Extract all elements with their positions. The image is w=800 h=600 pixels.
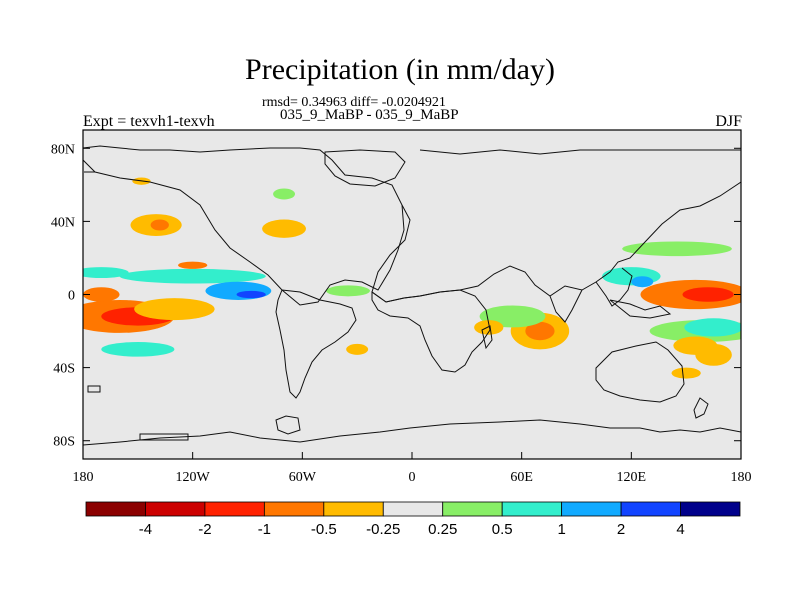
anomaly-region-18	[525, 321, 555, 341]
anomaly-region-15	[346, 343, 369, 355]
colorbar-swatch-2	[204, 501, 265, 517]
colorbar-label-9: 4	[676, 521, 684, 538]
colorbar-label-0: -4	[139, 521, 152, 538]
anomaly-region-8	[83, 267, 129, 279]
colorbar-swatch-6	[442, 501, 503, 517]
x-tick-label-4: 60E	[510, 470, 533, 485]
colorbar-label-1: -2	[198, 521, 211, 538]
anomaly-region-16	[326, 285, 370, 297]
coastlines	[83, 145, 741, 446]
anomaly-region-30	[684, 318, 741, 337]
anomaly-region-2	[134, 298, 215, 321]
map-background	[83, 130, 741, 459]
anomaly-region-12	[262, 219, 306, 238]
y-tick-label-4: 80S	[53, 435, 75, 450]
colorbar-swatch-8	[561, 501, 622, 517]
anomaly-region-28	[671, 367, 701, 379]
stats-line: rmsd= 0.34963 diff= -0.0204921	[262, 95, 446, 110]
y-tick-label-3: 40S	[53, 362, 75, 377]
experiment-label: Expt = texvh1-texvh	[83, 113, 215, 130]
chart-title: Precipitation (in mm/day)	[245, 53, 555, 86]
anomaly-region-6	[236, 290, 266, 299]
colorbar-swatch-1	[145, 501, 206, 517]
x-tick-label-2: 60W	[289, 470, 317, 485]
colorbar-swatch-7	[501, 501, 563, 517]
colorbar-swatch-5	[382, 501, 444, 517]
colorbar-swatch-4	[323, 501, 384, 517]
x-tick-label-3: 0	[409, 470, 416, 485]
x-tick-label-6: 180	[731, 470, 752, 485]
x-tick-label-1: 120W	[176, 470, 211, 485]
y-tick-label-0: 80N	[51, 142, 75, 157]
x-tick-label-0: 180	[73, 470, 94, 485]
colorbar-label-4: -0.25	[366, 521, 400, 538]
colorbar-swatch-10	[680, 501, 741, 517]
colorbar-swatch-9	[620, 501, 681, 517]
y-tick-label-1: 40N	[51, 215, 75, 230]
colorbar-swatch-0	[85, 501, 146, 517]
colorbar-label-3: -0.5	[311, 521, 337, 538]
x-axis: 180 120W 60W 0 60E 120E 180	[73, 452, 752, 485]
anomaly-region-25	[622, 241, 732, 257]
x-tick-label-5: 120E	[617, 470, 647, 485]
anomaly-region-3	[83, 287, 120, 302]
chart-subtitle: 035_9_MaBP - 035_9_MaBP	[280, 107, 459, 123]
colorbar: -4 -2 -1 -0.5 -0.25 0.25 0.5 1 2 4	[85, 501, 741, 538]
anomaly-layer	[83, 177, 741, 379]
colorbar-label-2: -1	[258, 521, 271, 538]
anomaly-region-13	[273, 188, 296, 200]
anomaly-region-4	[119, 268, 266, 284]
colorbar-label-8: 2	[617, 521, 625, 538]
colorbar-label-5: 0.25	[428, 521, 457, 538]
anomaly-region-29	[695, 343, 732, 366]
anomaly-region-24	[631, 276, 654, 288]
anomaly-region-7	[101, 342, 175, 357]
y-axis: 80N 40N 0 40S 80S	[51, 142, 741, 450]
colorbar-label-6: 0.5	[492, 521, 513, 538]
anomaly-region-22	[682, 287, 734, 302]
anomaly-region-11	[178, 261, 208, 269]
anomaly-region-10	[150, 219, 169, 231]
anomaly-region-5	[205, 281, 272, 300]
colorbar-swatch-3	[263, 501, 325, 517]
colorbar-label-7: 1	[557, 521, 565, 538]
anomaly-region-20	[474, 320, 504, 335]
season-label: DJF	[715, 113, 742, 130]
y-tick-label-2: 0	[68, 289, 75, 304]
